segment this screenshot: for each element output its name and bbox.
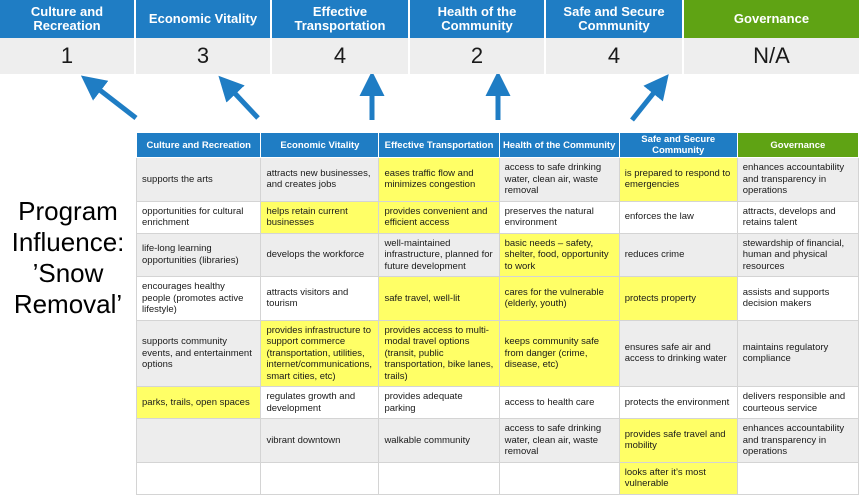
matrix-cell: attracts new businesses, and creates job… <box>260 157 380 202</box>
scorecard-header-safe-and-secure-community: Safe and Secure Community <box>546 0 684 38</box>
matrix-header-row: Culture and Recreation Economic Vitality… <box>135 132 859 158</box>
matrix-cell: delivers responsible and courteous servi… <box>736 386 859 419</box>
scorecard-value-culture-and-recreation: 1 <box>0 38 136 74</box>
matrix-row: opportunities for cultural enrichment hel… <box>135 200 859 234</box>
arrow-up-left-2 <box>218 75 260 120</box>
scorecard-header-culture-and-recreation: Culture and Recreation <box>0 0 136 38</box>
matrix-row: vibrant downtown walkable community access… <box>135 418 859 463</box>
matrix-cell: keeps community safe from danger (crime,… <box>498 319 620 387</box>
matrix-row: life-long learning opportunities (librar… <box>135 232 859 277</box>
matrix-cell: access to safe drinking water, clean air… <box>498 157 620 202</box>
scorecard-value-row: 1 3 4 2 4 N/A <box>0 38 859 74</box>
program-influence-line-4: Removal’ <box>13 289 123 319</box>
matrix-cell <box>378 461 500 495</box>
matrix-header-effective-transportation: Effective Transportation <box>378 132 500 158</box>
matrix-cell: reduces crime <box>618 232 738 277</box>
scorecard-header-economic-vitality: Economic Vitality <box>136 0 272 38</box>
influence-matrix-table: Culture and Recreation Economic Vitality… <box>135 132 859 495</box>
matrix-cell: protects the environment <box>618 386 738 419</box>
matrix-header-culture-and-recreation: Culture and Recreation <box>135 132 262 158</box>
matrix-cell: provides convenient and efficient access <box>378 200 500 234</box>
matrix-cell: attracts visitors and tourism <box>260 276 380 321</box>
matrix-header-governance: Governance <box>736 132 859 158</box>
matrix-row: parks, trails, open spaces regulates grow… <box>135 386 859 419</box>
matrix-cell: cares for the vulnerable (elderly, youth… <box>498 276 620 321</box>
arrow-up-right-5 <box>630 74 669 122</box>
matrix-cell: preserves the natural environment <box>498 200 620 234</box>
matrix-cell: regulates growth and development <box>260 386 380 419</box>
matrix-cell: stewardship of financial, human and phys… <box>736 232 859 277</box>
matrix-row: looks after it’s most vulnerable <box>135 461 859 495</box>
matrix-cell: looks after it’s most vulnerable <box>618 461 738 495</box>
matrix-cell: vibrant downtown <box>260 418 380 463</box>
matrix-cell <box>498 461 620 495</box>
matrix-cell: basic needs – safety, shelter, food, opp… <box>498 232 620 277</box>
matrix-cell: well-maintained infrastructure, planned … <box>378 232 500 277</box>
matrix-cell: walkable community <box>378 418 500 463</box>
matrix-cell: develops the workforce <box>260 232 380 277</box>
arrow-connector-group <box>0 74 859 132</box>
matrix-cell: provides safe travel and mobility <box>618 418 738 463</box>
scorecard-value-health-of-the-community: 2 <box>410 38 546 74</box>
scorecard-header-governance: Governance <box>684 0 859 38</box>
program-influence-label: Program Influence: ’Snow Removal’ <box>2 196 134 320</box>
matrix-row: supports the arts attracts new businesses… <box>135 157 859 202</box>
scorecard-header-health-of-the-community: Health of the Community <box>410 0 546 38</box>
scorecard-value-economic-vitality: 3 <box>136 38 272 74</box>
matrix-cell: access to health care <box>498 386 620 419</box>
matrix-cell <box>260 461 380 495</box>
matrix-header-safe-and-secure-community: Safe and Secure Community <box>618 132 738 158</box>
matrix-header-health-of-the-community: Health of the Community <box>498 132 620 158</box>
matrix-cell: helps retain current businesses <box>260 200 380 234</box>
matrix-cell: parks, trails, open spaces <box>135 386 262 419</box>
matrix-cell: enforces the law <box>618 200 738 234</box>
matrix-row: encourages healthy people (promotes acti… <box>135 276 859 321</box>
matrix-cell: supports community events, and entertain… <box>135 319 262 387</box>
program-influence-line-1: Program <box>18 196 118 226</box>
matrix-cell: enhances accountability and transparency… <box>736 418 859 463</box>
program-influence-line-3: ’Snow <box>32 258 104 288</box>
matrix-cell: eases traffic flow and minimizes congest… <box>378 157 500 202</box>
matrix-cell: maintains regulatory compliance <box>736 319 859 387</box>
matrix-cell: protects property <box>618 276 738 321</box>
scorecard-value-safe-and-secure-community: 4 <box>546 38 684 74</box>
matrix-cell: supports the arts <box>135 157 262 202</box>
arrow-up-left-1 <box>80 75 138 120</box>
program-influence-line-2: Influence: <box>11 227 125 257</box>
scorecard-header-effective-transportation: Effective Transportation <box>272 0 410 38</box>
matrix-cell <box>135 461 262 495</box>
matrix-header-economic-vitality: Economic Vitality <box>260 132 380 158</box>
scorecard-value-effective-transportation: 4 <box>272 38 410 74</box>
scorecard-banner: Culture and Recreation Economic Vitality… <box>0 0 859 74</box>
matrix-cell: access to safe drinking water, clean air… <box>498 418 620 463</box>
scorecard-header-row: Culture and Recreation Economic Vitality… <box>0 0 859 38</box>
matrix-cell: provides adequate parking <box>378 386 500 419</box>
matrix-cell: safe travel, well-lit <box>378 276 500 321</box>
matrix-cell: attracts, develops and retains talent <box>736 200 859 234</box>
matrix-cell: is prepared to respond to emergencies <box>618 157 738 202</box>
matrix-cell: ensures safe air and access to drinking … <box>618 319 738 387</box>
matrix-cell: assists and supports decision makers <box>736 276 859 321</box>
matrix-cell <box>135 418 262 463</box>
matrix-cell: provides infrastructure to support comme… <box>260 319 380 387</box>
scorecard-value-governance: N/A <box>684 38 859 74</box>
matrix-cell: opportunities for cultural enrichment <box>135 200 262 234</box>
matrix-cell: encourages healthy people (promotes acti… <box>135 276 262 321</box>
matrix-row: supports community events, and entertain… <box>135 319 859 387</box>
matrix-cell <box>736 461 859 495</box>
matrix-body: supports the arts attracts new businesses… <box>135 157 859 495</box>
matrix-cell: enhances accountability and transparency… <box>736 157 859 202</box>
matrix-cell: life-long learning opportunities (librar… <box>135 232 262 277</box>
matrix-cell: provides access to multi-modal travel op… <box>378 319 500 387</box>
